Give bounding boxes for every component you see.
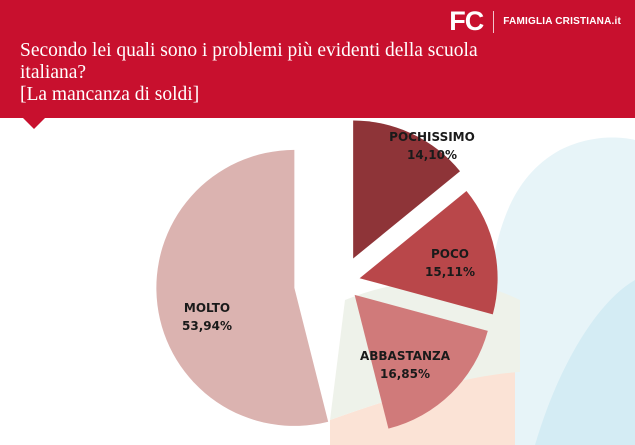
slice-label-poco: POCO	[431, 247, 469, 261]
slice-value-abbastanza: 16,85%	[380, 367, 430, 381]
pie-labels: POCHISSIMO 14,10% POCO 15,11% ABBASTANZA 16,8…	[182, 130, 475, 381]
title-line-1: Secondo lei quali sono i problemi più ev…	[20, 40, 478, 61]
slice-value-molto: 53,94%	[182, 319, 232, 333]
pie-slice-pochissimo	[353, 120, 461, 259]
pie-slices	[156, 120, 498, 429]
header-bar	[0, 0, 635, 118]
slice-value-pochissimo: 14,10%	[407, 148, 457, 162]
brand-divider	[493, 10, 495, 33]
pie-slice-abbastanza	[354, 294, 488, 429]
brand-logo[interactable]: FC FAMIGLIA CRISTIANA.it	[449, 8, 621, 35]
brand-initials: FC	[449, 6, 484, 36]
title-line-2: italiana?	[20, 62, 87, 83]
brand-name: FAMIGLIA CRISTIANA.it	[503, 16, 621, 27]
title-line-3: [La mancanza di soldi]	[20, 84, 200, 105]
bg-wave-blue-dark	[535, 280, 635, 445]
slice-label-abbastanza: ABBASTANZA	[360, 349, 451, 363]
pie-slice-poco	[359, 190, 498, 315]
header-pointer	[22, 117, 46, 129]
slice-label-molto: MOLTO	[184, 301, 230, 315]
slice-value-poco: 15,11%	[425, 265, 475, 279]
pie-slice-molto	[156, 149, 329, 426]
chart-title: Secondo lei quali sono i problemi più ev…	[20, 40, 580, 106]
slice-label-pochissimo: POCHISSIMO	[389, 130, 475, 144]
